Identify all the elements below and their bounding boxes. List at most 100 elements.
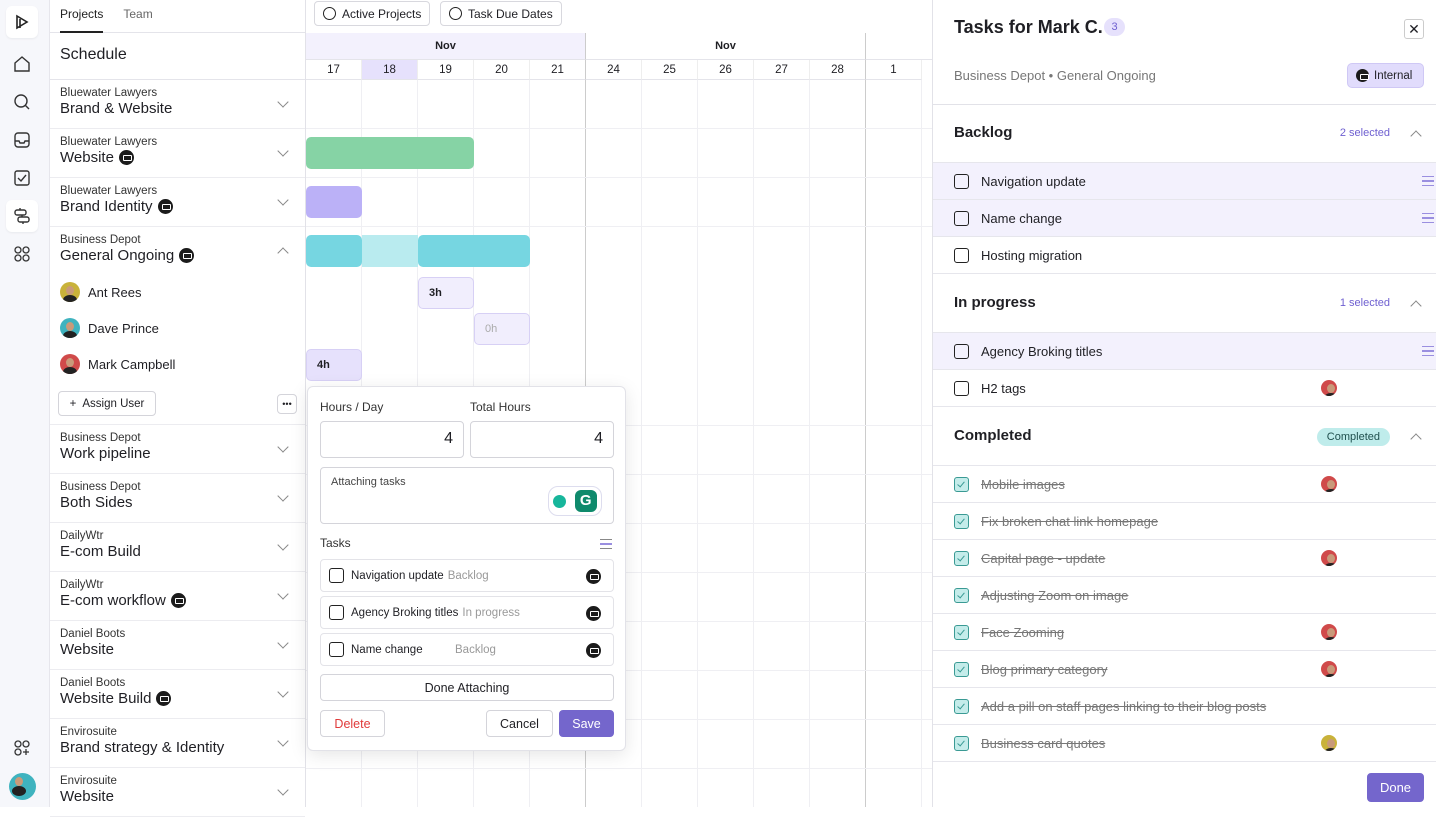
day-header: 1	[866, 60, 922, 80]
hours-chip[interactable]: 0h	[474, 313, 530, 345]
project-row[interactable]: Bluewater Lawyers Brand Identity	[50, 178, 305, 227]
checkbox[interactable]	[954, 247, 969, 263]
project-row[interactable]: Daniel Boots Website Build	[50, 670, 305, 719]
user-avatar[interactable]	[9, 773, 36, 800]
checkbox[interactable]	[954, 210, 969, 226]
task-row[interactable]: Fix broken chat link homepage	[933, 503, 1436, 540]
avatar	[1321, 624, 1337, 640]
checklist-icon[interactable]	[1422, 176, 1434, 186]
search-icon[interactable]	[6, 86, 38, 118]
internal-badge[interactable]: Internal	[1347, 63, 1424, 88]
cancel-button[interactable]: Cancel	[486, 710, 553, 737]
task-row[interactable]: Adjusting Zoom on image	[933, 577, 1436, 614]
task-row[interactable]: Hosting migration	[933, 237, 1436, 274]
checkbox[interactable]	[954, 513, 969, 529]
checkbox[interactable]	[329, 605, 344, 620]
done-button[interactable]: Done	[1367, 773, 1424, 802]
project-row[interactable]: Envirosuite Website	[50, 768, 305, 817]
checklist-icon[interactable]	[1422, 346, 1434, 356]
tab-projects[interactable]: Projects	[60, 0, 104, 33]
checkbox[interactable]	[954, 380, 969, 396]
chevron-up-icon[interactable]	[1410, 130, 1422, 142]
project-row[interactable]: Daniel Boots Website	[50, 621, 305, 670]
task-name: Capital page - update	[981, 550, 1106, 566]
total-hours-input[interactable]: 4	[470, 421, 614, 458]
checkbox[interactable]	[954, 550, 969, 566]
save-button[interactable]: Save	[559, 710, 614, 737]
task-row[interactable]: Capital page - update	[933, 540, 1436, 577]
checkbox[interactable]	[954, 587, 969, 603]
task-row[interactable]: Name change	[933, 200, 1436, 237]
project-row[interactable]: Bluewater Lawyers Website	[50, 129, 305, 178]
task-row[interactable]: Mobile images	[933, 466, 1436, 503]
user-row[interactable]: Mark Campbell	[60, 354, 175, 374]
project-row[interactable]: Business Depot General Ongoing	[50, 227, 305, 276]
user-row[interactable]: Ant Rees	[60, 282, 141, 302]
assign-user-label: Assign User	[82, 397, 145, 410]
day-header: 25	[642, 60, 698, 80]
project-bar[interactable]	[306, 186, 362, 218]
project-row[interactable]: Bluewater Lawyers Brand & Website	[50, 80, 305, 129]
logo-icon[interactable]	[6, 6, 38, 38]
task-status: In progress	[462, 606, 520, 619]
task-row[interactable]: Navigation update	[933, 163, 1436, 200]
project-bar[interactable]	[418, 235, 530, 267]
add-apps-icon[interactable]	[6, 732, 38, 764]
user-row[interactable]: Dave Prince	[60, 318, 159, 338]
task-row[interactable]: Business card quotes	[933, 725, 1436, 762]
close-icon[interactable]: ✕	[1404, 19, 1424, 39]
attached-task[interactable]: Navigation update Backlog	[320, 559, 614, 592]
checkbox[interactable]	[954, 343, 969, 359]
project-row[interactable]: Business Depot Work pipeline	[50, 425, 305, 474]
more-options-icon[interactable]: •••	[277, 394, 297, 414]
grammarly-icon[interactable]: G	[548, 486, 602, 516]
attached-task[interactable]: Name change Backlog	[320, 633, 614, 666]
home-icon[interactable]	[6, 48, 38, 80]
badge-label: Internal	[1374, 69, 1413, 82]
checkbox[interactable]	[954, 624, 969, 640]
checkbox[interactable]	[954, 698, 969, 714]
checkbox[interactable]	[954, 661, 969, 677]
active-projects-filter[interactable]: Active Projects	[314, 1, 431, 26]
inbox-icon[interactable]	[6, 124, 38, 156]
hours-day-input[interactable]: 4	[320, 421, 464, 458]
checkbox[interactable]	[329, 568, 344, 583]
checkbox[interactable]	[954, 173, 969, 189]
hours-chip[interactable]: 3h	[418, 277, 474, 309]
project-bar[interactable]	[306, 235, 362, 267]
tab-team[interactable]: Team	[123, 7, 153, 21]
chevron-up-icon[interactable]	[1410, 432, 1422, 445]
tasks-icon[interactable]	[6, 162, 38, 194]
task-due-dates-filter[interactable]: Task Due Dates	[440, 1, 562, 26]
project-sidebar: Projects Team Schedule Bluewater Lawyers…	[50, 0, 306, 817]
attached-task[interactable]: Agency Broking titles In progress	[320, 596, 614, 629]
project-bar[interactable]	[306, 137, 474, 169]
schedule-icon[interactable]	[6, 200, 38, 232]
icon-rail	[0, 0, 50, 807]
project-row[interactable]: DailyWtr E-com workflow	[50, 572, 305, 621]
checklist-icon[interactable]	[600, 539, 612, 549]
project-row[interactable]: DailyWtr E-com Build	[50, 523, 305, 572]
notes-textarea[interactable]: Attaching tasks G	[320, 467, 614, 524]
day-header: 26	[698, 60, 754, 80]
task-row[interactable]: Agency Broking titles	[933, 333, 1436, 370]
task-row[interactable]: H2 tags	[933, 370, 1436, 407]
checkbox[interactable]	[954, 476, 969, 492]
project-name-text: E-com Build	[60, 543, 141, 560]
checkbox[interactable]	[954, 735, 969, 751]
done-attaching-button[interactable]: Done Attaching	[320, 674, 614, 701]
task-row[interactable]: Blog primary category	[933, 651, 1436, 688]
project-row[interactable]: Business Depot Both Sides	[50, 474, 305, 523]
checkbox[interactable]	[329, 642, 344, 657]
task-row[interactable]: Add a pill on staff pages linking to the…	[933, 688, 1436, 725]
chevron-up-icon[interactable]	[1410, 299, 1422, 312]
project-row[interactable]: Envirosuite Brand strategy & Identity	[50, 719, 305, 768]
task-row[interactable]: Face Zooming	[933, 614, 1436, 651]
hours-chip[interactable]: 4h	[306, 349, 362, 381]
assign-user-button[interactable]: + Assign User	[58, 391, 156, 416]
user-name: Dave Prince	[88, 320, 159, 336]
checklist-icon[interactable]	[1422, 213, 1434, 223]
month-header: Nov	[306, 33, 586, 60]
delete-button[interactable]: Delete	[320, 710, 385, 737]
apps-icon[interactable]	[6, 238, 38, 270]
